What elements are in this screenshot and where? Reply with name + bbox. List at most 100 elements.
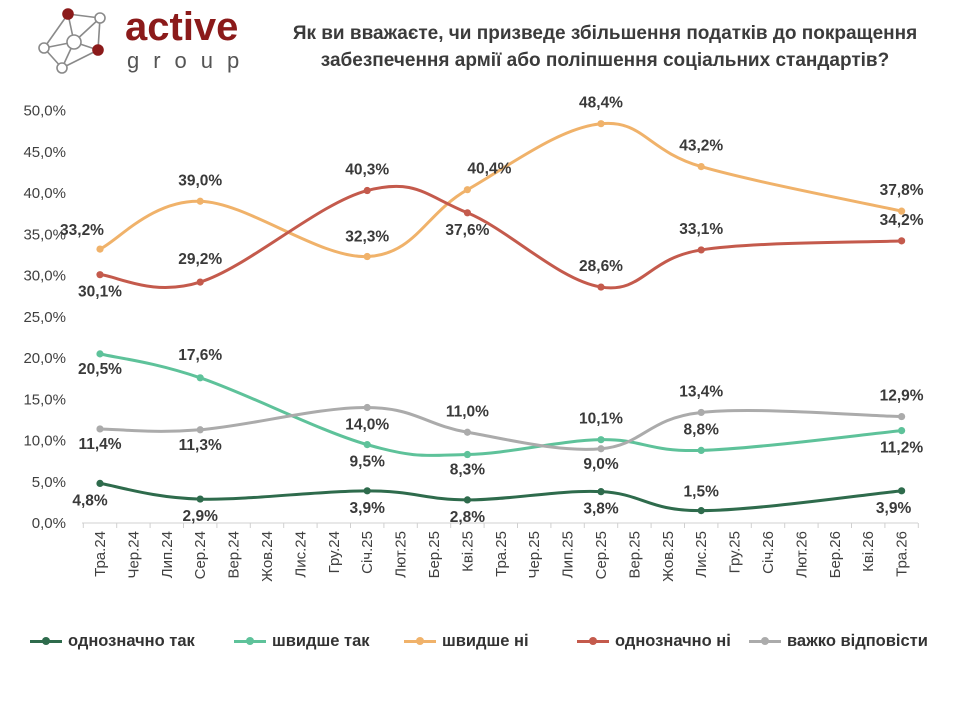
legend-label: однозначно так <box>68 631 195 650</box>
legend-item: однозначно ні <box>577 626 731 656</box>
data-point <box>363 403 371 412</box>
x-tick-label: Кві.25 <box>459 531 476 572</box>
data-point <box>96 271 104 279</box>
data-label: 2,9% <box>183 508 219 525</box>
legend-label: швидше так <box>272 631 370 650</box>
data-point <box>898 237 906 245</box>
data-label: 29,2% <box>178 251 222 268</box>
data-label: 32,3% <box>345 229 389 246</box>
data-point <box>697 507 705 515</box>
x-tick-label: Сер.24 <box>192 531 209 579</box>
chart-title: Як ви вважаєте, чи призведе збільшення п… <box>255 20 955 74</box>
data-point <box>597 120 605 128</box>
x-tick-label: Вер.25 <box>626 531 643 579</box>
legend-label: швидше ні <box>442 631 529 650</box>
data-point <box>463 428 471 436</box>
y-tick-label: 15,0% <box>23 391 66 408</box>
data-point <box>196 374 204 382</box>
series-line <box>98 481 904 513</box>
data-label: 1,5% <box>684 484 720 501</box>
x-tick-label: Чер.24 <box>125 531 142 579</box>
title-line-1: Як ви вважаєте, чи призведе збільшення п… <box>292 23 918 44</box>
data-label: 43,2% <box>679 138 723 155</box>
x-tick-label: Лип.24 <box>159 531 176 578</box>
data-label: 40,4% <box>467 161 511 178</box>
y-tick-label: 20,0% <box>23 350 66 367</box>
data-point <box>697 246 705 254</box>
legend-swatch <box>234 636 266 645</box>
data-point <box>96 425 104 433</box>
x-tick-label: Бер.25 <box>426 531 443 578</box>
logo-word: active <box>125 6 238 49</box>
labels-layer: 4,8% 2,9% 3,9% 2,8% 3,8% 1,5% 3,9% 20,5% 17,6% 9,… <box>60 95 924 526</box>
x-tick-label: Жов.25 <box>660 531 677 582</box>
data-point <box>96 245 104 253</box>
logo-sub: group <box>127 48 253 73</box>
x-tick-label: Лип.25 <box>560 531 577 578</box>
legend-swatch <box>30 636 62 645</box>
data-label: 28,6% <box>579 258 623 275</box>
data-point <box>597 488 605 496</box>
y-tick-label: 50,0% <box>23 103 66 120</box>
legend-item: швидше так <box>234 626 370 656</box>
legend: однозначно так швидше так швидше ні однозна… <box>30 626 950 656</box>
x-tick-label: Вер.24 <box>226 531 243 579</box>
x-tick-label: Гру.25 <box>727 531 744 573</box>
data-point <box>898 487 906 495</box>
y-tick-label: 5,0% <box>32 474 66 491</box>
data-point <box>697 163 705 171</box>
legend-swatch <box>404 636 436 645</box>
x-tick-label: Гру.24 <box>326 531 343 573</box>
data-point <box>597 436 605 444</box>
series-line <box>98 121 904 259</box>
data-point <box>898 427 906 435</box>
legend-dot <box>761 636 769 645</box>
data-point <box>463 186 471 194</box>
legend-swatch <box>749 636 781 645</box>
legend-swatch <box>577 636 609 645</box>
data-label: 8,3% <box>450 462 486 479</box>
data-point <box>597 445 605 453</box>
x-tick-label: Тра.24 <box>92 531 109 577</box>
data-label: 11,0% <box>446 403 489 420</box>
y-tick-label: 35,0% <box>23 226 66 243</box>
x-tick-label: Жов.24 <box>259 531 276 582</box>
data-point <box>363 252 371 261</box>
data-label: 37,6% <box>445 222 489 239</box>
y-tick-label: 0,0% <box>32 515 66 532</box>
y-tick-label: 45,0% <box>23 144 66 161</box>
data-label: 9,0% <box>583 456 619 473</box>
y-axis: 0,0% 5,0% 10,0% 15,0% 20,0% 25,0% 30,0% 35,0% 40… <box>23 103 66 533</box>
series-line <box>98 184 904 290</box>
points-layer <box>96 120 906 515</box>
data-point <box>697 446 705 454</box>
data-point <box>363 487 371 495</box>
x-tick-label: Лис.24 <box>292 531 309 578</box>
data-label: 33,1% <box>679 221 723 238</box>
legend-item: однозначно так <box>30 626 195 656</box>
data-point <box>898 412 906 421</box>
data-point <box>196 495 204 503</box>
x-tick-label: Січ.26 <box>760 531 777 574</box>
x-tick-label: Тра.25 <box>493 531 510 577</box>
data-label: 17,6% <box>178 347 222 364</box>
data-point <box>96 479 104 487</box>
data-label: 20,5% <box>78 361 122 378</box>
y-tick-label: 25,0% <box>23 309 66 326</box>
x-tick-label: Кві.26 <box>860 531 877 572</box>
x-tick-label: Січ.25 <box>359 531 376 574</box>
legend-dot <box>589 636 597 645</box>
data-point <box>597 283 605 291</box>
y-tick-label: 30,0% <box>23 268 66 285</box>
data-label: 2,8% <box>450 509 486 526</box>
data-label: 30,1% <box>78 284 122 301</box>
line-chart: 0,0% 5,0% 10,0% 15,0% 20,0% 25,0% 30,0% 35,0% 40… <box>23 95 924 582</box>
data-label: 34,2% <box>880 212 924 229</box>
x-tick-label: Сер.25 <box>593 531 610 579</box>
data-label: 4,8% <box>72 492 108 509</box>
network-icon <box>38 8 106 74</box>
data-point <box>898 207 906 215</box>
x-tick-label: Чер.25 <box>526 531 543 579</box>
legend-label: однозначно ні <box>615 631 731 650</box>
legend-dot <box>42 636 50 645</box>
